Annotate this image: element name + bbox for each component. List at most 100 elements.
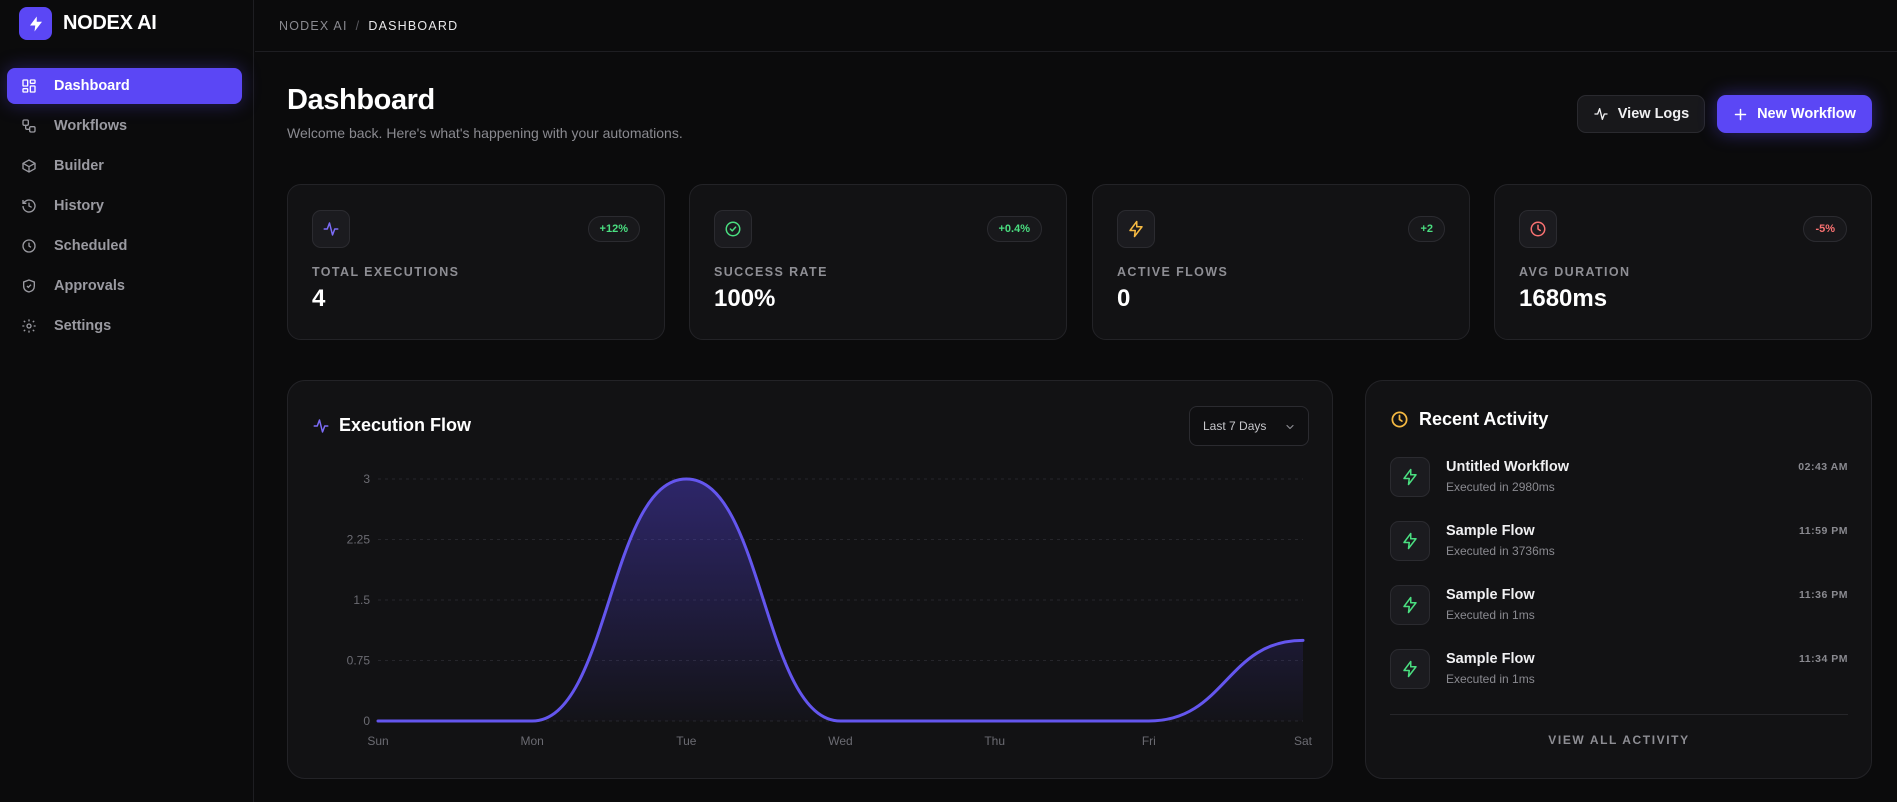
- execution-flow-card: 0 0.75 1.5 2.25 3 Sun Mon Tue Wed Thu Fri Sat Exec…: [287, 380, 1333, 779]
- sidebar-item-label: Settings: [54, 318, 112, 334]
- chart-series-line: [376, 477, 1305, 723]
- sidebar-item-approvals[interactable]: Approvals: [7, 268, 242, 304]
- page-title: Dashboard: [287, 84, 435, 116]
- breadcrumb-separator: /: [355, 18, 361, 33]
- activity-list: Untitled Workflow Executed in 2980ms 02:…: [1390, 457, 1848, 713]
- new-workflow-button[interactable]: New Workflow: [1717, 95, 1872, 133]
- activity-detail: Executed in 1ms: [1446, 608, 1535, 622]
- activity-time: 11:34 PM: [1799, 653, 1848, 665]
- stat-badge: -5%: [1803, 216, 1847, 242]
- sidebar-item-label: Workflows: [54, 118, 128, 134]
- stat-label: ACTIVE FLOWS: [1117, 265, 1229, 279]
- stat-card-success-rate: +0.4% SUCCESS RATE 100%: [689, 184, 1067, 340]
- sidebar: NODEX AI Dashboard Workflows Builder His…: [0, 0, 254, 802]
- history-icon: [20, 197, 38, 215]
- activity-time: 02:43 AM: [1798, 461, 1848, 473]
- app-logo[interactable]: NODEX AI: [19, 7, 157, 40]
- sidebar-item-dashboard[interactable]: Dashboard: [7, 68, 242, 104]
- chevron-down-icon: [1284, 421, 1296, 433]
- activity-header: Recent Activity: [1390, 409, 1548, 430]
- stat-value: 0: [1117, 285, 1131, 312]
- activity-time: 11:36 PM: [1799, 589, 1848, 601]
- chart-y-tick-label: 1.5: [353, 593, 370, 607]
- page-subtitle: Welcome back. Here's what's happening wi…: [287, 125, 683, 141]
- stat-label: TOTAL EXECUTIONS: [312, 265, 460, 279]
- sidebar-item-label: Approvals: [54, 278, 125, 294]
- list-item[interactable]: Sample Flow Executed in 3736ms 11:59 PM: [1390, 521, 1848, 585]
- stat-value: 100%: [714, 285, 776, 312]
- list-item[interactable]: Sample Flow Executed in 1ms 11:34 PM: [1390, 649, 1848, 713]
- view-logs-label: View Logs: [1617, 106, 1690, 122]
- check-circle-icon: [714, 210, 752, 248]
- workflow-icon: [20, 117, 38, 135]
- chart-y-tick-label: 0.75: [347, 654, 371, 668]
- chart-title: Execution Flow: [339, 415, 472, 435]
- sidebar-item-label: Scheduled: [54, 238, 128, 254]
- activity-title: Recent Activity: [1419, 409, 1549, 429]
- shield-check-icon: [20, 277, 38, 295]
- gear-icon: [20, 317, 38, 335]
- divider: [1390, 714, 1848, 715]
- chart-x-tick-label: Wed: [828, 734, 852, 748]
- zap-icon: [1390, 457, 1430, 497]
- new-workflow-label: New Workflow: [1757, 106, 1856, 122]
- activity-detail: Executed in 2980ms: [1446, 480, 1555, 494]
- stat-value: 1680ms: [1519, 285, 1608, 312]
- chart-y-tick-label: 0: [363, 714, 370, 728]
- stat-badge: +0.4%: [986, 216, 1042, 242]
- chart-x-tick-label: Fri: [1142, 734, 1156, 748]
- stat-badge: +12%: [587, 216, 640, 242]
- sidebar-item-settings[interactable]: Settings: [7, 308, 242, 344]
- box-icon: [20, 157, 38, 175]
- sidebar-item-label: History: [54, 198, 104, 214]
- zap-icon: [1117, 210, 1155, 248]
- stat-label: AVG DURATION: [1519, 265, 1631, 279]
- sidebar-item-scheduled[interactable]: Scheduled: [7, 228, 242, 264]
- clock-icon: [20, 237, 38, 255]
- list-item[interactable]: Sample Flow Executed in 1ms 11:36 PM: [1390, 585, 1848, 649]
- stat-card-avg-duration: -5% AVG DURATION 1680ms: [1494, 184, 1872, 340]
- chart-x-tick-label: Sat: [1294, 734, 1313, 748]
- chart-area-fill: [378, 479, 1303, 721]
- chart-header: Execution Flow: [312, 415, 471, 436]
- execution-flow-chart: 0 0.75 1.5 2.25 3 Sun Mon Tue Wed Thu Fri Sat: [347, 472, 1313, 748]
- stat-card-active-flows: +2 ACTIVE FLOWS 0: [1092, 184, 1470, 340]
- activity-name: Sample Flow: [1446, 587, 1535, 603]
- breadcrumb: NODEX AI / DASHBOARD: [255, 0, 1897, 52]
- sidebar-item-history[interactable]: History: [7, 188, 242, 224]
- sidebar-item-label: Builder: [54, 158, 104, 174]
- activity-pulse-icon: [312, 210, 350, 248]
- clock-icon: [1390, 410, 1409, 429]
- chart-y-tick-label: 3: [363, 472, 370, 486]
- stat-badge: +2: [1408, 216, 1445, 242]
- breadcrumb-current: DASHBOARD: [368, 18, 459, 33]
- zap-icon: [19, 7, 52, 40]
- app-name: NODEX AI: [63, 12, 157, 34]
- activity-pulse-icon: [312, 417, 330, 435]
- zap-icon: [1390, 521, 1430, 561]
- breadcrumb-parent[interactable]: NODEX AI: [279, 18, 348, 33]
- sidebar-item-builder[interactable]: Builder: [7, 148, 242, 184]
- zap-icon: [1390, 585, 1430, 625]
- sidebar-item-workflows[interactable]: Workflows: [7, 108, 242, 144]
- sidebar-nav: Dashboard Workflows Builder History Sche…: [7, 68, 242, 348]
- layout-grid-icon: [20, 77, 38, 95]
- stat-label: SUCCESS RATE: [714, 265, 828, 279]
- chart-y-tick-label: 2.25: [347, 533, 371, 547]
- chart-x-tick-label: Thu: [984, 734, 1005, 748]
- view-logs-button[interactable]: View Logs: [1577, 95, 1705, 133]
- view-all-activity-link[interactable]: VIEW ALL ACTIVITY: [1548, 733, 1690, 747]
- activity-name: Sample Flow: [1446, 523, 1535, 539]
- recent-activity-card: Recent Activity Untitled Workflow Execut…: [1365, 380, 1872, 779]
- plus-icon: [1733, 107, 1748, 122]
- activity-detail: Executed in 3736ms: [1446, 544, 1555, 558]
- activity-time: 11:59 PM: [1799, 525, 1848, 537]
- activity-name: Untitled Workflow: [1446, 459, 1569, 475]
- date-range-select[interactable]: Last 7 Days: [1189, 406, 1309, 446]
- clock-icon: [1519, 210, 1557, 248]
- activity-name: Sample Flow: [1446, 651, 1535, 667]
- chart-x-tick-label: Sun: [367, 734, 388, 748]
- stat-value: 4: [312, 285, 326, 312]
- list-item[interactable]: Untitled Workflow Executed in 2980ms 02:…: [1390, 457, 1848, 521]
- sidebar-item-label: Dashboard: [54, 78, 130, 94]
